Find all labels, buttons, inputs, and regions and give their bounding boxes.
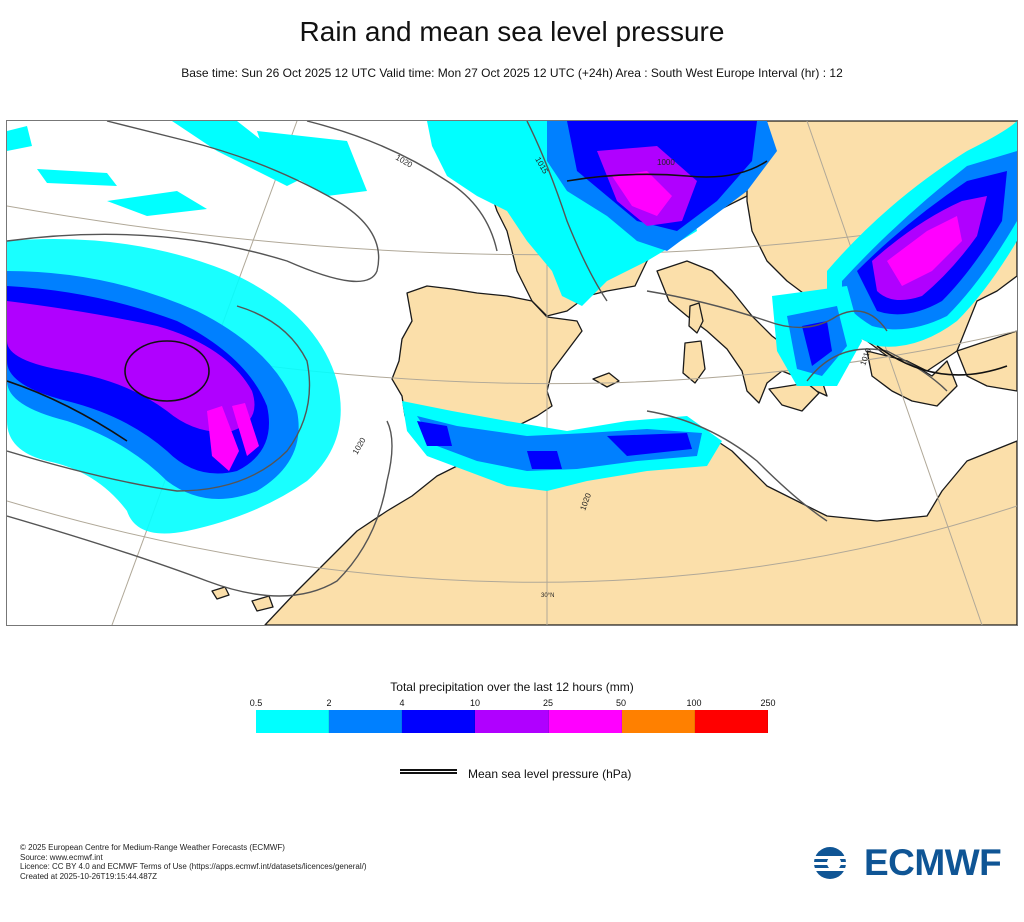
- ecmwf-logo-mark: [812, 847, 862, 879]
- precip-atlantic-magenta: [207, 406, 239, 471]
- tick-label: 2: [326, 698, 332, 708]
- credit-line: Source: www.ecmwf.int: [20, 852, 103, 862]
- land-sardinia: [682, 340, 706, 384]
- tick-label: 50: [615, 698, 626, 708]
- land-islands-2: [251, 595, 274, 612]
- isobars-bold: [7, 160, 1008, 442]
- isobar-label-5: 1020: [351, 436, 368, 456]
- colorbar-swatch-0: [256, 710, 330, 733]
- precip-streak-4: [7, 126, 32, 151]
- tick-label: 0.5: [249, 698, 263, 708]
- land-corsica: [688, 302, 704, 334]
- pressure-legend-line: [400, 769, 457, 774]
- precip-colorbar: [256, 710, 768, 733]
- precip-atlantic-purple: [7, 301, 255, 432]
- tick-label: 10: [469, 698, 480, 708]
- isobar-label-3: 1000: [657, 158, 675, 167]
- pressure-legend-label: Mean sea level pressure (hPa): [468, 767, 632, 781]
- colorbar-swatch-5: [621, 710, 695, 733]
- credit-line: © 2025 European Centre for Medium-Range …: [20, 843, 285, 852]
- credit-line: Created at 2025-10-26T19:15:44.487Z: [20, 871, 157, 881]
- land-turkey: [956, 330, 1017, 392]
- tick-label: 100: [686, 698, 702, 708]
- credit-line: Licence: CC BY 4.0 and ECMWF Terms of Us…: [20, 862, 367, 871]
- credits: © 2025 European Centre for Medium-Range …: [20, 843, 367, 881]
- land-islands: [211, 586, 230, 600]
- colorbar-swatch-1: [329, 710, 403, 733]
- colorbar-swatch-6: [694, 710, 768, 733]
- lat-label: 30°N: [541, 593, 554, 599]
- precip-streak-2: [107, 191, 207, 216]
- chart-title: Rain and mean sea level pressure: [299, 16, 725, 47]
- ecmwf-logo-text: ECMWF: [864, 842, 1002, 883]
- precip-med-darkblue-3: [527, 451, 562, 469]
- precip-med-darkblue: [417, 421, 452, 446]
- ecmwf-logo: ECMWF: [812, 842, 1006, 885]
- land-iberia: [391, 285, 583, 442]
- precip-central-magenta: [612, 171, 672, 216]
- isobar-label-1: 1020: [394, 153, 414, 170]
- isobars: [7, 121, 948, 597]
- colorbar-swatch-3: [475, 710, 549, 733]
- precip-shading: [7, 121, 1017, 534]
- legend-title: Total precipitation over the last 12 hou…: [390, 680, 634, 694]
- precip-med-darkblue-2: [607, 433, 692, 456]
- colorbar-swatch-4: [548, 710, 622, 733]
- tick-label: 25: [542, 698, 553, 708]
- precip-streak-5: [257, 131, 367, 196]
- map-canvas: 1020 1015 1000 1010 1020 1020 30°N: [7, 121, 1017, 625]
- tick-label: 4: [399, 698, 405, 708]
- precip-atlantic-magenta-2: [232, 403, 259, 456]
- precip-streak-3: [37, 169, 117, 186]
- colorbar-ticks: 0.5 2 4 10 25 50 100 250: [236, 698, 796, 710]
- precip-tyrrhenian-darkblue: [802, 321, 832, 366]
- colorbar-swatch-2: [402, 710, 476, 733]
- weather-map: 1020 1015 1000 1010 1020 1020 30°N: [6, 120, 1018, 626]
- land-sicily: [768, 382, 820, 412]
- precip-med-blue: [417, 416, 702, 471]
- chart-subtitle: Base time: Sun 26 Oct 2025 12 UTC Valid …: [181, 66, 843, 80]
- tick-label: 250: [760, 698, 776, 708]
- land-balearics: [592, 372, 620, 388]
- precip-balkans-magenta: [887, 216, 962, 286]
